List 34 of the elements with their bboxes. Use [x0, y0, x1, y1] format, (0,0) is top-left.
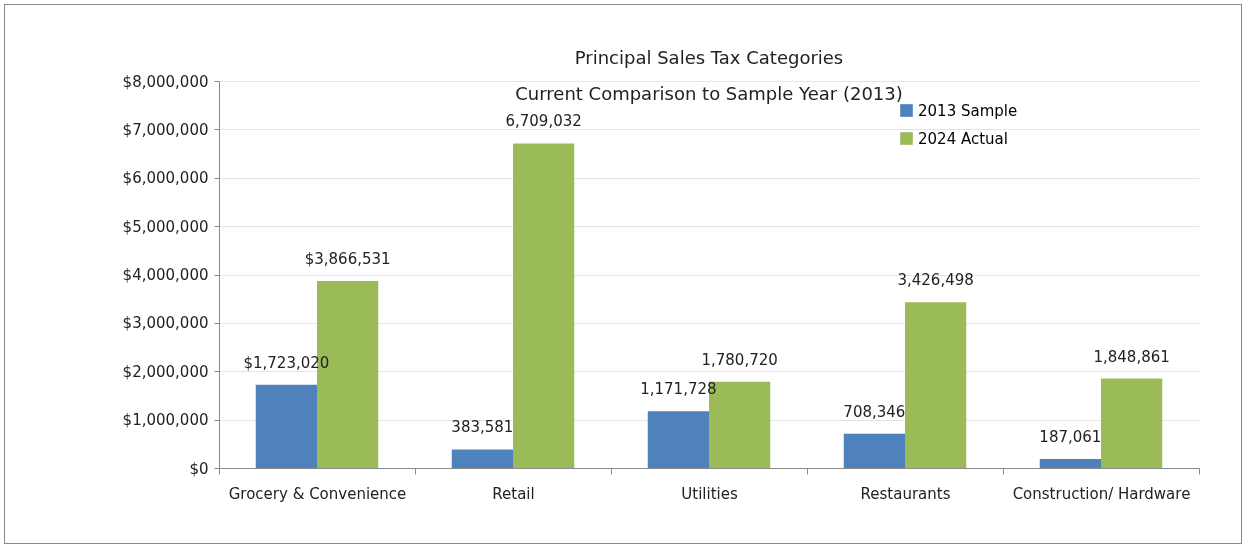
data-label: 1,780,720	[701, 350, 778, 369]
y-tick-label: $4,000,000	[122, 266, 209, 284]
data-label: 383,581	[451, 418, 514, 437]
bar	[647, 411, 709, 468]
x-tick-label: Utilities	[681, 484, 738, 503]
chart-subtitle: Current Comparison to Sample Year (2013)	[515, 83, 903, 104]
data-label: $3,866,531	[304, 249, 391, 268]
chart-title: Principal Sales Tax Categories	[574, 47, 844, 68]
y-tick-label: $3,000,000	[122, 314, 209, 333]
bar	[843, 433, 905, 468]
y-tick-label: $2,000,000	[122, 362, 209, 381]
data-label: 187,061	[1039, 427, 1102, 446]
y-tick-label: $6,000,000	[122, 169, 209, 188]
y-tick-label: $5,000,000	[122, 217, 209, 236]
data-label: 6,709,032	[505, 112, 582, 131]
bar	[905, 302, 967, 468]
bar	[1039, 458, 1101, 468]
bar	[451, 449, 513, 468]
data-label: 708,346	[843, 402, 906, 421]
data-label: 1,848,861	[1093, 347, 1170, 366]
x-tick-label: Construction/ Hardware	[1012, 484, 1191, 503]
x-tick-label: Restaurants	[860, 484, 951, 503]
legend-label: 2013 Sample	[918, 101, 1018, 120]
legend-label: 2024 Actual	[918, 129, 1008, 148]
bar	[255, 384, 317, 468]
x-tick-label: Grocery & Convenience	[228, 484, 407, 503]
y-tick-label: $7,000,000	[122, 120, 209, 139]
y-tick-label: $8,000,000	[122, 72, 209, 91]
y-tick-label: $0	[189, 459, 209, 478]
y-tick-label: $1,000,000	[122, 411, 209, 430]
bar	[1101, 378, 1163, 468]
x-tick-label: Retail	[492, 484, 535, 503]
data-label: 3,426,498	[897, 271, 974, 290]
bar	[513, 143, 575, 468]
